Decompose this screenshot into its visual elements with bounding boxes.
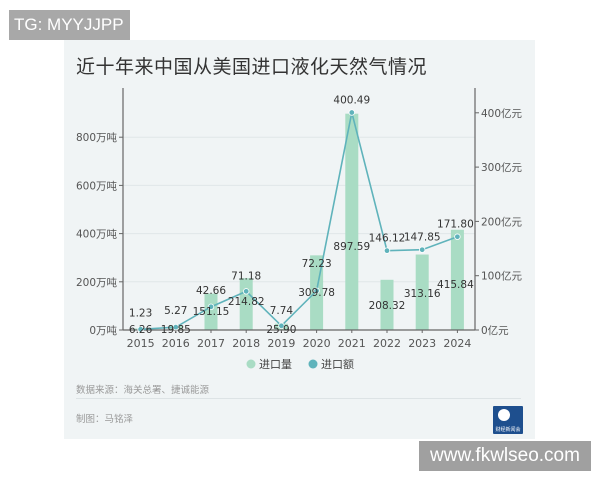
line-point-2021: [348, 109, 355, 116]
chart-title: 近十年来中国从美国进口液化天然气情况: [76, 56, 428, 78]
watermark-top: TG: MYYJJPP: [9, 10, 130, 40]
line-value-label: 72.23: [302, 258, 332, 270]
line-point-2020: [313, 287, 320, 294]
data-source-note: 数据来源：海关总署、捷诚能源: [76, 385, 210, 396]
line-value-label: 147.85: [404, 232, 441, 244]
line-point-2018: [242, 288, 250, 295]
bar-2023: [415, 254, 429, 330]
legend-line-swatch: [308, 359, 318, 369]
line-point-2016: [172, 323, 179, 331]
left-axis-tick: 200万吨: [76, 276, 118, 289]
axes: 0万吨 200万吨 400万吨 600万吨 800万吨 0亿元 100亿元 200亿元 300亿…: [76, 88, 523, 350]
right-axis-tick: 300亿元: [481, 161, 523, 174]
line-point-2019: [278, 322, 285, 329]
line-point-2023: [419, 246, 426, 253]
line-value-label: 171.80: [437, 219, 474, 231]
bar-value-label: 415.84: [437, 279, 474, 291]
bar-value-label: 214.82: [228, 296, 265, 308]
line-value-label: 42.66: [196, 285, 226, 297]
publisher-logo: 财经新闻会: [493, 406, 523, 434]
bar-2022: [380, 279, 394, 330]
bar-value-label: 313.16: [404, 288, 441, 300]
legend-import-volume: 进口量: [259, 358, 292, 371]
line-point-2017: [207, 303, 215, 311]
legend-bar-swatch: [246, 359, 256, 369]
line-point-2024: [454, 233, 461, 240]
globe-icon: [498, 409, 510, 421]
logo-text: 财经新闻会: [495, 427, 521, 433]
left-axis-tick: 600万吨: [76, 179, 118, 192]
line-point-2015: [137, 326, 144, 333]
left-axis-tick: 800万吨: [76, 131, 118, 144]
bar-value-label: 6.26: [129, 324, 153, 336]
x-axis-tick: 2015: [127, 337, 155, 350]
legend-import-value: 进口额: [321, 358, 354, 371]
line-value-label: 400.49: [333, 95, 370, 107]
x-axis-tick: 2019: [267, 337, 295, 350]
line-value-label: 146.12: [369, 233, 406, 245]
bar-value-label: 309.78: [298, 287, 335, 299]
x-axis-tick: 2022: [373, 337, 401, 350]
right-axis-tick: 100亿元: [481, 270, 523, 283]
legend: 进口量 进口额: [246, 358, 354, 371]
x-axis-tick: 2021: [338, 337, 366, 350]
bar-2021: [345, 113, 359, 330]
bar-value-label: 25.90: [266, 324, 296, 336]
bar-value-label: 208.32: [369, 300, 406, 312]
bar-2024: [450, 229, 464, 330]
footer-divider: [76, 398, 521, 399]
left-axis-tick: 400万吨: [76, 228, 118, 241]
x-axis-tick: 2017: [197, 337, 225, 350]
right-axis-tick: 400亿元: [481, 107, 523, 120]
line-value-label: 5.27: [164, 305, 187, 317]
x-axis-tick: 2023: [408, 337, 436, 350]
bar-value-label: 19.85: [161, 324, 191, 336]
data-labels: 1.23 5.2742.6671.187.7472.23400.49146.121…: [129, 95, 474, 336]
chart-maker-credit: 制图：马铭泽: [76, 414, 134, 425]
x-axis-tick: 2018: [232, 337, 260, 350]
bar-2017: [204, 293, 218, 330]
x-axis-tick: 2016: [162, 337, 190, 350]
import-value-line: [137, 109, 461, 333]
right-axis-tick: 200亿元: [481, 215, 523, 228]
line-point-2022: [383, 247, 391, 254]
x-axis-tick: 2020: [303, 337, 331, 350]
bar-value-label: 897.59: [333, 241, 370, 253]
x-axis-tick: 2024: [443, 337, 471, 350]
line-value-label: 7.74: [270, 305, 294, 317]
line-value-label: 71.18: [231, 270, 261, 282]
line-value-label: 1.23: [129, 307, 152, 319]
left-axis-tick: 0万吨: [89, 324, 117, 337]
bar-2018: [239, 278, 253, 330]
watermark-bottom: www.fkwlseo.com: [419, 441, 591, 471]
right-axis-tick: 0亿元: [481, 324, 509, 337]
bar-value-label: 151.15: [193, 306, 230, 318]
